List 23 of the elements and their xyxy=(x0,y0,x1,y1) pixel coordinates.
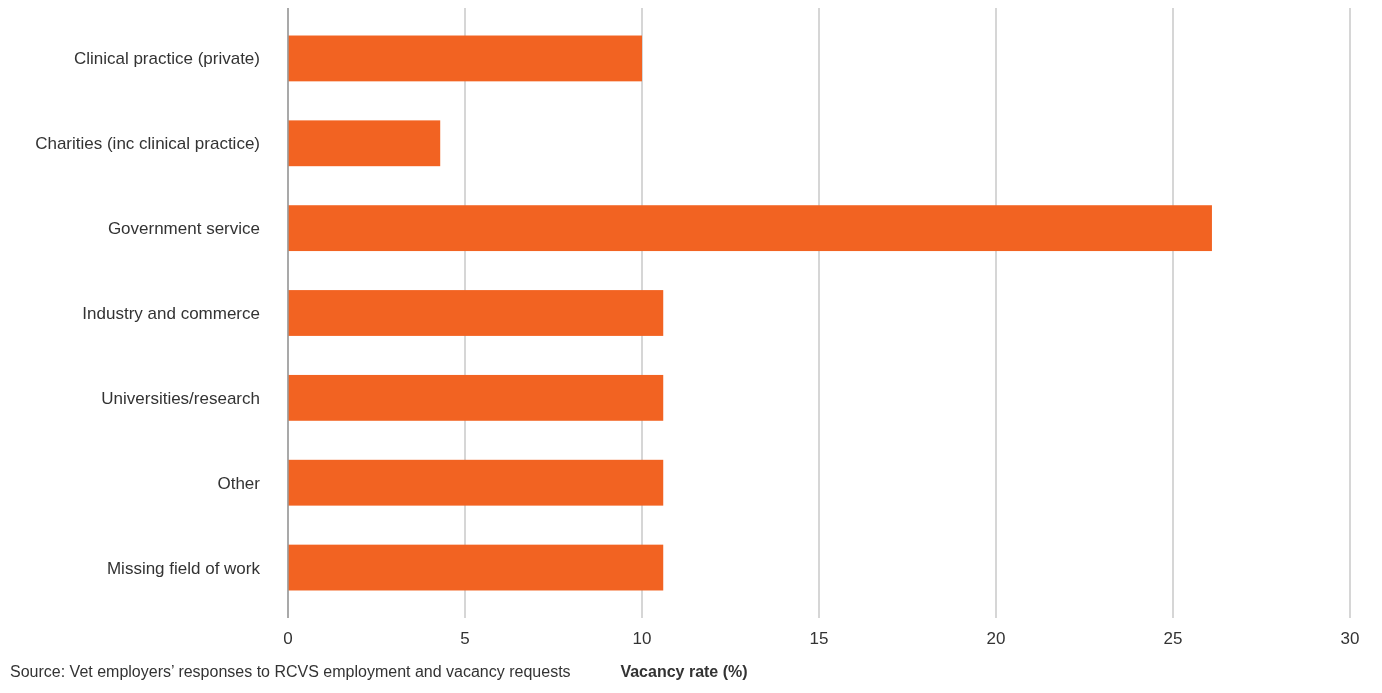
bar xyxy=(288,120,441,167)
y-tick-label: Universities/research xyxy=(101,388,260,408)
bar xyxy=(288,205,1212,252)
bar xyxy=(288,374,664,421)
y-tick-label: Industry and commerce xyxy=(82,303,260,323)
bar xyxy=(288,459,664,506)
y-tick-label: Clinical practice (private) xyxy=(73,49,260,69)
y-tick-label: Government service xyxy=(107,219,260,239)
x-tick-label: 5 xyxy=(460,629,470,648)
x-tick-label: 25 xyxy=(1163,629,1183,648)
x-axis-title: Vacancy rate (%) xyxy=(620,663,748,680)
x-tick-label: 30 xyxy=(1340,629,1360,648)
x-tick-label: 10 xyxy=(632,629,652,648)
y-tick-label: Charities (inc clinical practice) xyxy=(35,134,260,154)
y-tick-label: Missing field of work xyxy=(106,558,261,578)
x-tick-label: 15 xyxy=(809,629,829,648)
x-tick-label: 0 xyxy=(283,629,293,648)
bar xyxy=(288,35,642,82)
bar xyxy=(288,544,664,591)
y-tick-label: Other xyxy=(217,473,261,493)
bar xyxy=(288,290,664,336)
x-tick-label: 20 xyxy=(986,629,1006,648)
source-note: Source: Vet employers’ responses to RCVS employment and vacancy requests xyxy=(10,663,571,680)
